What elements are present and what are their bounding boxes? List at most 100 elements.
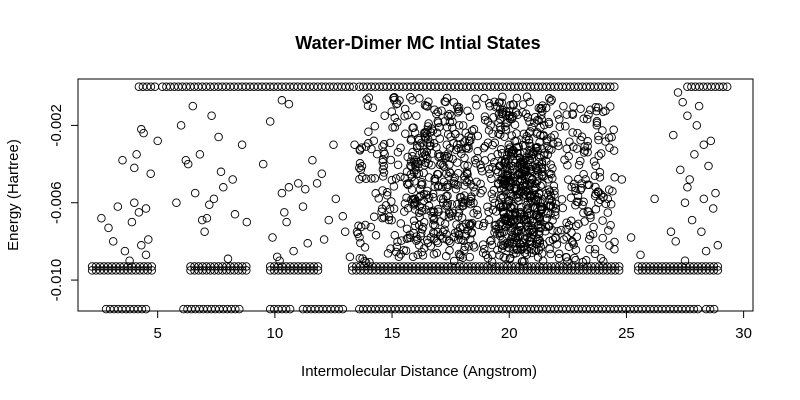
data-point [537,204,547,214]
data-point [400,111,409,121]
data-point [447,111,456,121]
data-point [537,144,547,154]
data-point [469,125,479,134]
data-point [708,204,718,213]
data-point [563,257,572,266]
data-point [433,169,442,179]
data-point [453,108,463,117]
data-point [683,183,692,192]
data-point [605,241,614,250]
data-point [464,141,473,151]
data-point [558,203,568,213]
data-point [361,142,371,151]
data-point [371,231,381,240]
y-tick-label: -0.002 [48,104,65,147]
data-point [531,246,541,256]
data-point [413,235,422,244]
data-point [452,158,462,167]
data-point [497,109,506,118]
data-point [678,97,687,107]
data-point [447,200,457,209]
data-point [532,129,542,139]
x-tick-label: 30 [735,325,752,342]
data-point [671,237,680,246]
data-point [417,247,426,257]
data-point [231,304,240,314]
data-point [722,82,732,91]
data-point [596,149,606,158]
data-point [576,136,585,145]
data-point [438,161,448,170]
data-point [457,213,467,222]
data-point [546,160,555,169]
data-point [422,235,432,245]
data-point [378,157,387,167]
data-point [494,118,503,128]
data-point [451,180,460,189]
chart-title: Water-Dimer MC Intial States [295,33,540,53]
data-point [430,174,440,183]
data-point [495,130,505,140]
data-point [471,94,480,104]
data-point [97,213,106,223]
data-point [566,193,576,203]
data-point [464,175,473,184]
data-point [571,245,581,255]
data-point [387,107,397,116]
data-point [503,197,513,206]
data-point [507,218,516,227]
data-point [445,117,455,127]
data-point [458,197,467,207]
data-point [402,193,411,203]
data-point [549,181,559,191]
data-point [445,109,454,119]
data-point [610,82,619,91]
data-point [606,220,615,230]
data-point [329,140,338,149]
data-point [535,198,545,207]
data-point [595,168,605,177]
data-point [504,140,514,150]
data-point [590,249,600,259]
data-point [435,151,445,161]
data-point [564,175,573,184]
data-point [449,256,459,266]
data-point [424,173,434,182]
data-point [561,253,571,262]
data-point [412,236,421,246]
data-point [538,170,547,179]
data-point [176,121,186,130]
data-point [709,266,719,275]
data-point [519,165,529,175]
data-point [522,191,531,200]
data-point [666,227,676,236]
data-point [586,105,595,115]
data-point [544,174,553,184]
data-point [408,147,417,157]
data-point [591,182,600,192]
data-point [369,212,379,222]
data-point [527,123,536,132]
data-point [692,121,702,130]
data-point [537,163,546,172]
data-point [701,246,711,256]
data-point [571,221,581,231]
data-point [289,246,298,256]
data-point [118,155,127,165]
data-point [594,103,603,112]
data-point [141,304,151,314]
data-point [513,171,523,180]
data-point [512,215,522,225]
y-tick-label: -0.006 [48,181,65,224]
y-axis-label: Energy (Hartree) [5,139,22,251]
data-point [350,140,359,149]
data-point [543,142,552,151]
data-point [564,242,574,251]
data-point [379,161,389,171]
data-point [673,88,683,97]
data-point [457,149,466,159]
data-point [391,174,401,183]
data-point [378,142,387,151]
data-point [590,171,600,181]
data-point [383,188,392,197]
